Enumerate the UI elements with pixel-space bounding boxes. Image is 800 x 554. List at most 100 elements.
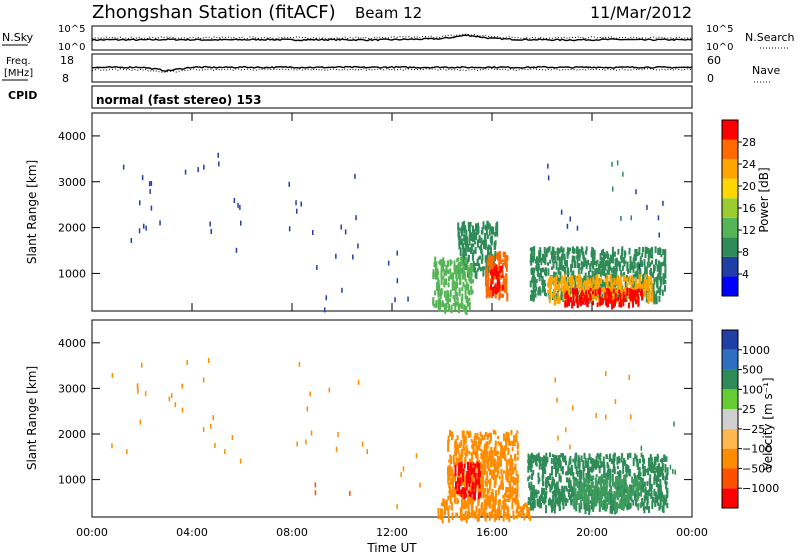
echo-cell-491 [460, 489, 463, 498]
echo-cell-738 [558, 264, 561, 270]
echo-cell-894 [661, 505, 664, 512]
date-label: 11/Mar/2012 [590, 3, 692, 22]
echo-speck-1708 [337, 432, 339, 437]
echo-cell-974 [645, 247, 648, 254]
echo-cell-1123 [593, 286, 596, 291]
echo-cell-1265 [601, 301, 603, 305]
echo-cell-1375 [592, 504, 595, 509]
echo-cell-787 [643, 481, 646, 487]
echo-cell-910 [576, 259, 579, 269]
echo-cell-1111 [562, 278, 565, 286]
echo-cell-1212 [560, 496, 563, 502]
echo-cell-1470 [443, 269, 446, 277]
echo-cell-1355 [580, 292, 583, 302]
echo-cell-403 [451, 433, 454, 438]
echo-cell-1401 [617, 477, 620, 482]
echo-cell-913 [537, 452, 540, 462]
echo-cell-1175 [645, 468, 648, 473]
echo-cell-1223 [585, 284, 588, 291]
echo-cell-1157 [567, 464, 570, 469]
echo-cell-1609 [487, 498, 490, 502]
echo-cell-1081 [640, 452, 643, 458]
echo-cell-296 [506, 435, 509, 443]
ytick-label: 4000 [58, 130, 86, 143]
echo-cell-1028 [595, 283, 598, 292]
echo-cell-1506 [468, 297, 471, 302]
echo-cell-758 [530, 248, 533, 256]
echo-cell-1568 [444, 506, 447, 511]
echo-cell-1381 [573, 504, 576, 510]
echo-cell-780 [560, 453, 563, 458]
echo-speck-1690 [202, 377, 205, 383]
echo-cell-226 [516, 450, 519, 456]
echo-cell-1189 [643, 458, 645, 465]
echo-cell-1247 [592, 463, 595, 471]
echo-cell-1348 [635, 478, 638, 487]
colorbar-swatch [722, 428, 738, 449]
echo-cell-699 [574, 280, 577, 290]
echo-cell-1545 [478, 508, 481, 518]
echo-cell-1197 [564, 280, 567, 286]
echo-cell-414 [489, 450, 491, 459]
echo-cell-840 [582, 254, 585, 258]
echo-cell-669 [635, 499, 637, 507]
echo-cell-530 [532, 255, 534, 263]
echo-cell-8 [482, 270, 485, 277]
echo-cell-313 [492, 288, 495, 297]
echo-cell-565 [639, 458, 641, 464]
echo-cell-536 [457, 467, 460, 476]
echo-cell-962 [594, 268, 597, 272]
echo-cell-256 [450, 470, 453, 476]
echo-cell-962 [640, 485, 643, 491]
echo-cell-1284 [550, 504, 553, 513]
echo-cell-1165 [547, 289, 550, 294]
echo-cell-1151 [592, 276, 595, 285]
echo-cell-1179 [639, 285, 642, 294]
echo-cell-442 [500, 443, 503, 453]
echo-cell-1643 [517, 504, 520, 509]
xtick-label: 08:00 [276, 526, 308, 539]
echo-cell-268 [516, 474, 519, 483]
echo-speck-1698 [309, 391, 311, 397]
echo-speck-1593 [312, 230, 314, 235]
colorbar-swatch [722, 276, 738, 296]
echo-cell-1489 [590, 497, 593, 501]
echo-cell-463 [480, 448, 483, 452]
echo-cell-158 [468, 238, 471, 246]
echo-cell-739 [623, 488, 625, 497]
echo-cell-372 [654, 246, 657, 254]
echo-cell-375 [468, 450, 471, 455]
echo-cell-1489 [461, 293, 464, 301]
nave-series [91, 68, 692, 74]
echo-cell-918 [531, 452, 533, 459]
echo-speck-1629 [646, 204, 648, 210]
echo-cell-345 [602, 265, 605, 272]
echo-cell-80 [486, 234, 489, 239]
echo-cell-756 [551, 481, 554, 489]
echo-cell-946 [614, 272, 617, 281]
echo-cell-1044 [591, 292, 594, 302]
echo-cell-1356 [623, 501, 626, 506]
echo-speck-1725 [565, 427, 567, 433]
echo-cell-1638 [445, 504, 448, 511]
echo-cell-63 [461, 222, 464, 231]
echo-cell-1564 [440, 259, 443, 266]
echo-cell-399 [511, 485, 514, 493]
echo-cell-1418 [456, 292, 459, 297]
echo-cell-500 [474, 472, 477, 482]
echo-cell-290 [476, 432, 479, 440]
echo-cell-533 [472, 483, 475, 490]
echo-cell-1045 [570, 283, 573, 292]
echo-cell-1454 [432, 300, 435, 306]
echo-cell-557 [467, 475, 470, 482]
colorbar-swatch [722, 389, 738, 410]
echo-cell-1069 [566, 281, 569, 287]
echo-cell-1408 [445, 278, 448, 286]
echo-cell-1396 [462, 273, 464, 280]
echo-cell-1114 [657, 455, 659, 459]
echo-cell-559 [468, 472, 471, 478]
echo-cell-513 [473, 466, 476, 472]
echo-cell-1050 [624, 503, 627, 507]
echo-speck-1724 [554, 377, 556, 383]
echo-cell-138 [463, 234, 466, 241]
